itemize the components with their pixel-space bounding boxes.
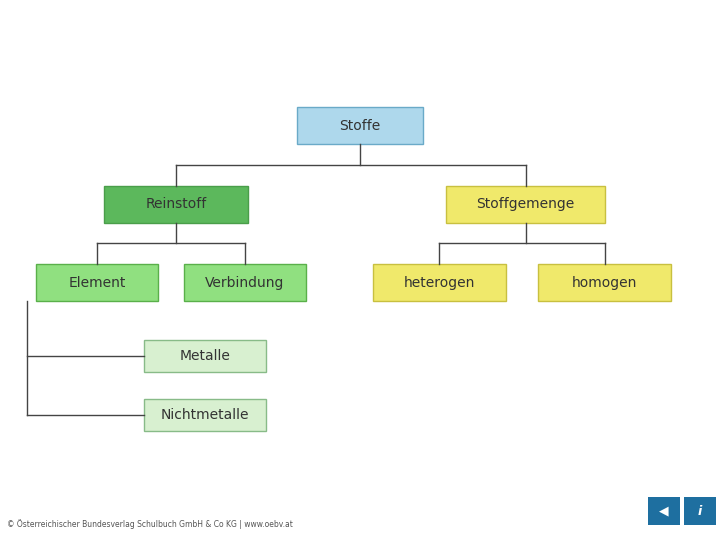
FancyBboxPatch shape <box>373 264 505 301</box>
FancyBboxPatch shape <box>104 186 248 222</box>
FancyBboxPatch shape <box>184 264 306 301</box>
Text: Stoffgemenge: Stoffgemenge <box>477 197 575 211</box>
Text: Nichtmetalle: Nichtmetalle <box>161 408 249 422</box>
FancyBboxPatch shape <box>144 340 266 372</box>
Text: i: i <box>698 504 702 517</box>
FancyBboxPatch shape <box>684 497 716 525</box>
FancyBboxPatch shape <box>538 264 671 301</box>
Text: Impuls Chemie 4: Impuls Chemie 4 <box>528 15 704 35</box>
Text: © Österreichischer Bundesverlag Schulbuch GmbH & Co KG | www.oebv.at: © Österreichischer Bundesverlag Schulbuc… <box>7 519 293 529</box>
Text: Einteilung der chemischen Stoffe: Einteilung der chemischen Stoffe <box>16 15 368 35</box>
FancyBboxPatch shape <box>648 497 680 525</box>
Text: Stoffe: Stoffe <box>339 119 381 133</box>
Text: Reinstoff: Reinstoff <box>145 197 207 211</box>
Text: ◀: ◀ <box>659 504 669 517</box>
FancyBboxPatch shape <box>446 186 605 222</box>
Text: Element: Element <box>68 275 126 289</box>
Text: homogen: homogen <box>572 275 637 289</box>
FancyBboxPatch shape <box>297 107 423 144</box>
FancyBboxPatch shape <box>36 264 158 301</box>
Text: heterogen: heterogen <box>403 275 475 289</box>
Text: Verbindung: Verbindung <box>205 275 284 289</box>
Text: Metalle: Metalle <box>180 349 230 363</box>
FancyBboxPatch shape <box>144 399 266 431</box>
